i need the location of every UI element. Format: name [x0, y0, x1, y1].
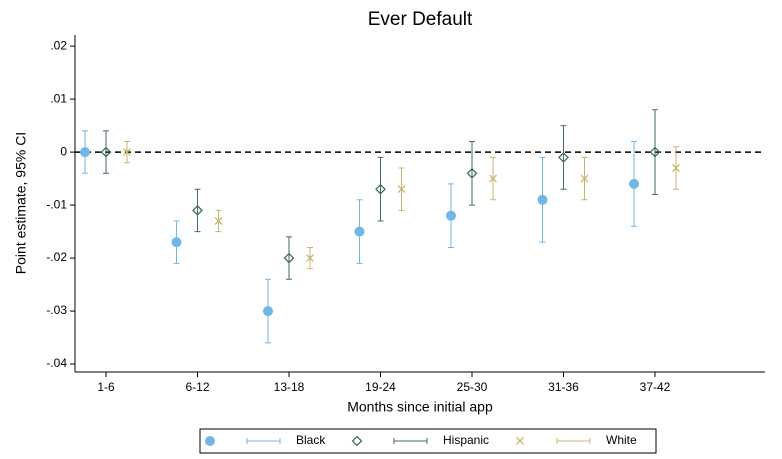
legend-ci: [393, 438, 428, 444]
legend-ci: [556, 438, 591, 444]
legend-marker: [205, 436, 215, 446]
point: [446, 210, 456, 221]
error-bar: [194, 188, 201, 233]
error-bar: [377, 156, 384, 222]
x-tick-label: 6-12: [185, 380, 209, 394]
legend-marker: [351, 435, 363, 447]
legend-label: White: [606, 433, 637, 447]
error-bar: [560, 125, 567, 190]
point: [537, 194, 548, 205]
x-tick-label: 37-42: [640, 380, 671, 394]
point: [171, 237, 182, 248]
point: [672, 164, 680, 172]
y-tick-label: 0: [60, 144, 67, 158]
point: [100, 146, 112, 158]
legend-ci: [246, 438, 281, 444]
error-bar: [469, 141, 475, 206]
chart-title: Ever Default: [368, 9, 473, 30]
error-bar: [652, 109, 658, 195]
x-tick-label: 25-30: [457, 380, 488, 394]
point: [580, 174, 589, 183]
y-tick-label: -.04: [46, 356, 67, 370]
point: [306, 254, 314, 263]
point: [263, 306, 273, 317]
y-tick-label: -.03: [46, 303, 67, 317]
point: [489, 174, 497, 183]
x-tick-label: 1-6: [97, 380, 115, 394]
point: [214, 217, 223, 225]
point: [375, 183, 386, 195]
point: [397, 185, 406, 194]
point: [629, 178, 639, 189]
y-tick-label: -.02: [46, 250, 67, 264]
point: [649, 146, 661, 158]
point: [192, 204, 203, 216]
x-tick-label: 13-18: [274, 380, 305, 394]
legend-marker: [516, 437, 524, 445]
x-axis-label: Months since initial app: [347, 399, 493, 415]
y-tick-label: .01: [50, 91, 67, 105]
error-bar: [103, 130, 109, 174]
error-bar: [286, 236, 292, 280]
point: [466, 167, 478, 179]
x-tick-label: 19-24: [365, 380, 396, 394]
point: [283, 252, 295, 264]
legend-label: Black: [296, 433, 326, 447]
y-tick-label: -.01: [46, 197, 67, 211]
legend-label: Hispanic: [443, 433, 489, 447]
point: [123, 148, 131, 157]
y-axis-label: Point estimate, 95% CI: [13, 132, 29, 274]
point: [354, 226, 365, 237]
x-tick-label: 31-36: [548, 380, 579, 394]
point: [558, 151, 569, 163]
y-tick-label: .02: [50, 38, 67, 52]
point: [80, 147, 90, 158]
